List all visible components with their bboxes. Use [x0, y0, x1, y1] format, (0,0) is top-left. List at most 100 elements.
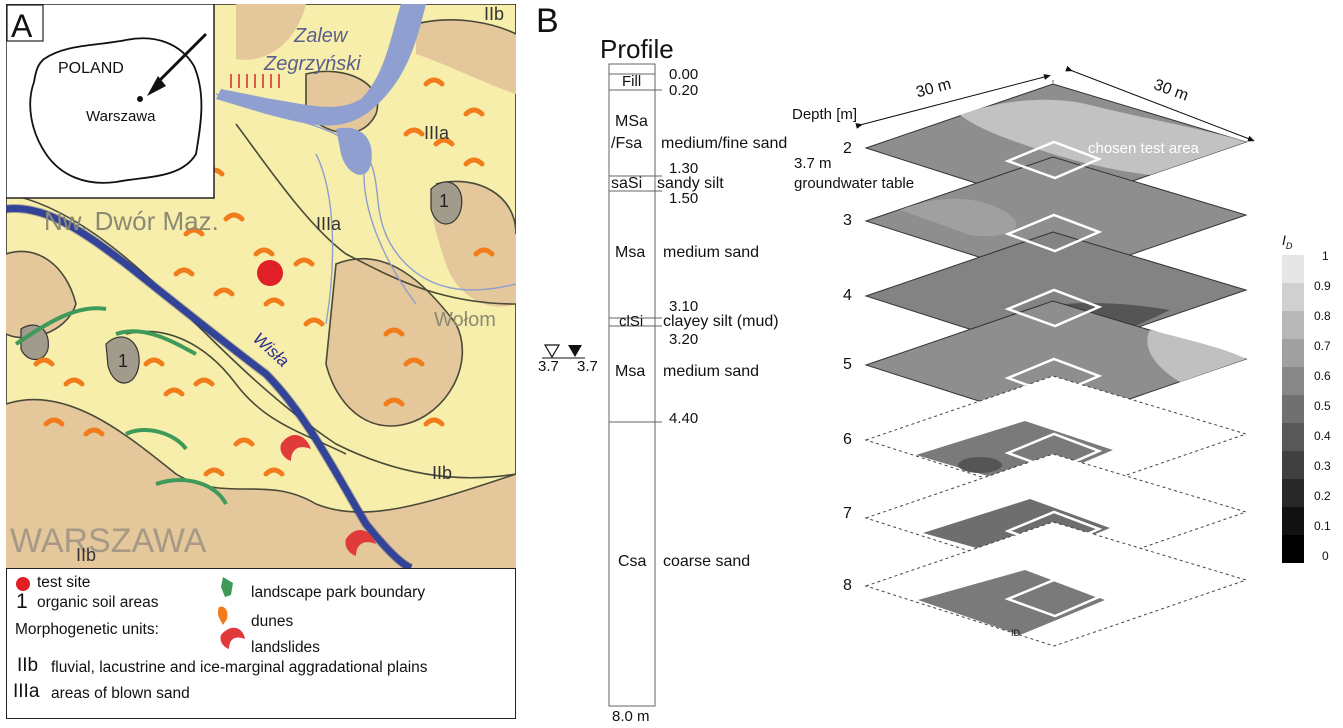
gw-value-1: 3.7 [538, 358, 559, 375]
colorbar-tick: 0.2 [1314, 489, 1331, 503]
label-iiia: IIIa [316, 214, 342, 234]
depth-value: 0.20 [669, 82, 699, 99]
layer-code: Msa [615, 363, 646, 380]
colorbar [1282, 255, 1304, 563]
river-arm [336, 127, 372, 175]
legend-test-site: test site [37, 574, 91, 591]
test-site-icon [16, 577, 30, 591]
label-zalew: Zalew [293, 25, 349, 47]
layer-code: MSa [615, 113, 648, 130]
inset-city: Warszawa [86, 108, 156, 125]
layer-desc: medium/fine sand [661, 135, 788, 152]
legend-iiia: areas of blown sand [51, 685, 190, 702]
test-site-marker [257, 260, 283, 286]
label-wolomin: Wołom [434, 309, 496, 331]
slice-depth: 5 [843, 356, 852, 373]
colorbar-tick: 0.6 [1314, 369, 1331, 383]
landslide [280, 434, 311, 461]
colorbar-tick: 1 [1322, 249, 1329, 263]
slice-depth: 8 [843, 577, 852, 594]
groundwater-icon [543, 344, 561, 359]
landslide [345, 529, 376, 556]
colorbar-tick: 0.1 [1314, 519, 1331, 533]
park-boundary-icon [221, 577, 233, 597]
park-boundary [14, 306, 228, 506]
layer-code: saSi [611, 175, 643, 192]
dune-icon [217, 606, 228, 625]
depth-value: 3.20 [669, 331, 699, 348]
layer-code: Fill [622, 73, 642, 90]
sand-area [416, 19, 516, 94]
depth-value: 1.50 [669, 190, 699, 207]
legend-iib-symbol: IIb [17, 655, 39, 676]
test-area-outline [1004, 140, 1103, 618]
sand-area [236, 4, 306, 60]
layer-desc: sandy silt [657, 175, 724, 192]
legend-park: landscape park boundary [251, 584, 426, 601]
layer-code: Msa [615, 244, 646, 261]
colorbar-tick: 0.3 [1314, 459, 1331, 473]
label-warszawa: WARSZAWA [10, 522, 207, 560]
arrow-icon [154, 32, 208, 86]
groundwater-icon [568, 345, 582, 357]
legend-symbols [16, 577, 245, 649]
label-nw-dwor: Nw. Dwór Maz. [44, 206, 219, 236]
depth-value: 4.40 [669, 410, 699, 427]
gw-text: groundwater table [794, 175, 915, 192]
slice-depth: 7 [843, 505, 852, 522]
organic-label: 1 [118, 351, 128, 371]
map-panel: Zalew Zegrzyński Nw. Dwór Maz. Wisła WAR… [5, 3, 517, 719]
gw-value-2: 3.7 [577, 358, 598, 375]
depth-axis-label: Depth [m] [792, 106, 858, 123]
organic-soil-area [105, 336, 140, 384]
poland-outline [29, 37, 203, 184]
depth-value: 3.10 [669, 298, 699, 315]
label-zegrzynski: Zegrzyński [263, 53, 361, 75]
layer-desc: medium sand [663, 363, 760, 380]
panel-b: B Profile 3.7 3.7 Fill MSa /Fsa medium/f… [530, 0, 1343, 728]
colorbar-tick: 0.8 [1314, 309, 1331, 323]
slice-depth: 4 [843, 287, 852, 304]
label-iib: IIb [432, 463, 452, 483]
profile-column [542, 63, 662, 707]
layer-desc: clayey silt (mud) [663, 313, 779, 330]
depth-value: 8.0 m [612, 708, 650, 725]
legend-iiia-symbol: IIIa [13, 681, 40, 702]
inset-country: POLAND [58, 60, 124, 77]
legend-morph-title: Morphogenetic units: [15, 621, 159, 638]
gw-note: 3.7 m [794, 155, 832, 172]
legend-landslides: landslides [251, 639, 320, 656]
label-iib: IIb [484, 4, 504, 24]
test-area-label: chosen test area [1088, 140, 1199, 157]
colorbar-title: ID [1282, 232, 1293, 251]
landslide-icon [220, 627, 245, 649]
label-iiia: IIIa [424, 123, 450, 143]
depth-value: 0.00 [669, 66, 699, 83]
sand-area [326, 258, 463, 426]
label-iib: IIb [76, 545, 96, 565]
colorbar-tick: 0.4 [1314, 429, 1331, 443]
warszawa-dot [137, 96, 143, 102]
legend: test site 1 organic soil areas landscape… [6, 568, 516, 719]
colorbar-tick: 0.7 [1314, 339, 1331, 353]
geological-map: Zalew Zegrzyński Nw. Dwór Maz. Wisła WAR… [5, 3, 517, 573]
legend-organic: organic soil areas [37, 594, 159, 611]
depth-value: 1.30 [669, 160, 699, 177]
wisla-river [5, 204, 413, 572]
legend-organic-symbol: 1 [16, 590, 28, 613]
colorbar-tick: 0 [1322, 549, 1329, 563]
organic-soil-area [430, 181, 463, 225]
zalew-water [216, 4, 426, 126]
layer-code: clSi [619, 313, 644, 330]
layer-desc: medium sand [663, 244, 760, 261]
organic-label: 1 [439, 191, 449, 211]
slice-depth: 6 [843, 431, 852, 448]
id-mark: ID [1011, 628, 1020, 638]
slice-depth: 2 [843, 140, 852, 157]
panel-letter-a: A [11, 8, 33, 44]
profile-title: Profile [600, 34, 674, 64]
panel-letter-b: B [536, 2, 559, 40]
legend-iib: fluvial, lacustrine and ice-marginal agg… [51, 659, 428, 676]
layer-code: /Fsa [611, 135, 643, 152]
layer-code: Csa [618, 553, 647, 570]
